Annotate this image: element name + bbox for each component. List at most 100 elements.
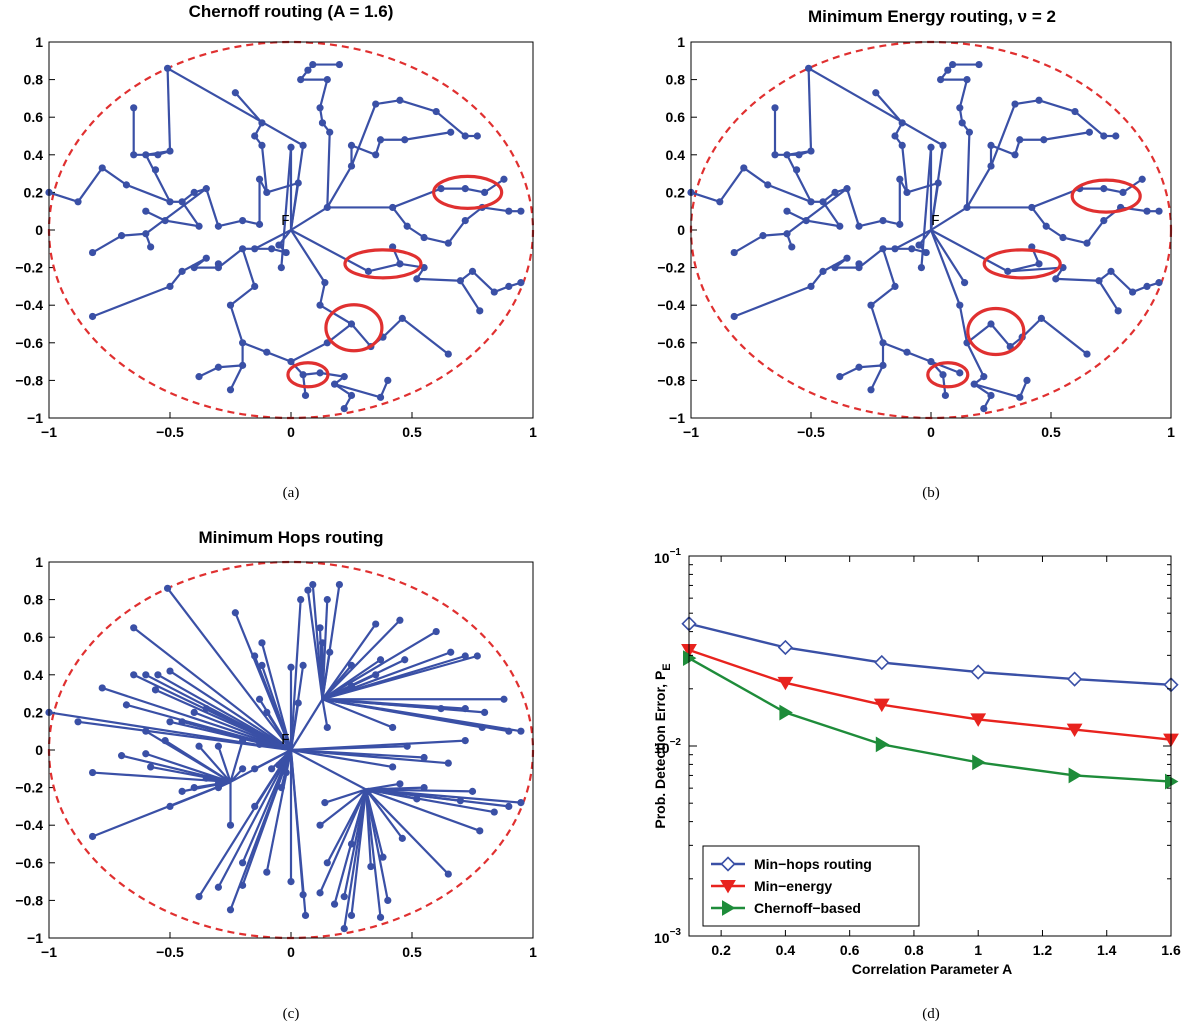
sensor-node: [297, 596, 305, 604]
x-tick-label: 1.6: [1161, 942, 1181, 958]
sensor-node: [476, 307, 484, 315]
chart-y-axis-label-subscript: E: [661, 663, 673, 670]
sensor-node: [1129, 288, 1137, 296]
panel-a-chernoff-routing: Chernoff routing (A = 1.6) −1 −0.5 0 0.5 1 1 0…: [15, 2, 537, 501]
route-edge: [290, 229, 326, 284]
sensor-node: [178, 267, 186, 275]
highlight-circle: [343, 248, 423, 280]
x-tick-label: −0.5: [156, 944, 184, 960]
sensor-node: [420, 784, 428, 792]
sensor-node: [939, 371, 947, 379]
sensor-node: [819, 267, 827, 275]
y-tick-label: 0.8: [666, 72, 686, 88]
route-edge: [375, 99, 401, 106]
y-tick-label: 0.2: [24, 184, 44, 200]
highlight-circle: [324, 303, 384, 353]
sensor-node: [1119, 188, 1127, 196]
route-edge: [254, 749, 292, 770]
sensor-node: [1016, 393, 1024, 401]
route-edge: [459, 280, 481, 312]
sensor-node: [807, 147, 815, 155]
sensor-node: [481, 188, 489, 196]
sensor-node: [364, 267, 373, 275]
sensor-node: [490, 288, 498, 296]
legend-label: Chernoff−based: [754, 900, 861, 916]
sensor-node: [461, 217, 469, 225]
sensor-node: [347, 320, 356, 328]
sensor-node: [340, 373, 348, 381]
sensor-node: [807, 282, 815, 290]
sensor-node: [1071, 107, 1079, 116]
panel-b-axes-box: [690, 41, 1172, 419]
route-edge: [808, 67, 944, 147]
route-edge: [870, 364, 884, 391]
sensor-node: [372, 620, 380, 628]
route-edge: [1040, 317, 1088, 355]
sensor-node: [500, 695, 508, 703]
route-edge: [929, 229, 961, 306]
data-point-diamond: [1066, 671, 1083, 687]
y-tick-label: 0.2: [24, 704, 44, 720]
route-edge: [762, 232, 788, 237]
y-tick-label: 10−3: [654, 927, 681, 946]
route-edge: [401, 317, 449, 355]
route-edge: [404, 131, 451, 141]
route-edge: [382, 317, 404, 338]
route-edge: [1110, 270, 1134, 293]
route-edge: [289, 749, 307, 916]
sensor-node: [867, 301, 875, 309]
sensor-node: [927, 143, 935, 151]
sensor-node: [154, 671, 162, 679]
route-edge: [126, 183, 171, 203]
sensor-node: [836, 373, 844, 381]
sensor-node: [347, 840, 356, 848]
highlight-circle: [982, 248, 1062, 280]
sensor-node: [88, 248, 97, 257]
sensor-node: [372, 100, 380, 108]
y-tick-label: 10−2: [654, 737, 681, 756]
route-edge: [290, 698, 324, 751]
route-edge: [334, 383, 381, 399]
chart-y-ticks: 10−1 10−2 10−3: [654, 547, 1171, 946]
route-edge: [101, 167, 128, 186]
route-edge: [906, 351, 932, 363]
sensor-node: [287, 663, 295, 671]
route-edge: [121, 754, 231, 784]
route-edge: [845, 188, 861, 227]
chart-x-axis-label: Correlation Parameter A: [852, 961, 1013, 977]
x-tick-label: 0: [287, 424, 295, 440]
sensor-node: [401, 656, 409, 664]
sensor-node: [389, 763, 397, 771]
sensor-node: [299, 371, 307, 379]
sensor-node: [1155, 279, 1163, 287]
sensor-node: [771, 104, 779, 112]
sensor-node: [130, 104, 138, 112]
y-tick-label: −0.2: [15, 260, 43, 276]
route-edge: [167, 67, 304, 147]
sensor-node: [190, 784, 198, 792]
route-edge: [990, 144, 1016, 156]
sensor-node: [956, 104, 964, 112]
y-tick-label: −0.2: [657, 260, 685, 276]
sensor-node: [963, 76, 971, 84]
sensor-node: [975, 60, 983, 69]
y-tick-label: −0.6: [657, 335, 685, 351]
sensor-node: [898, 141, 906, 149]
sensor-node: [949, 60, 957, 69]
chart-caption: (d): [922, 1006, 940, 1022]
sensor-node: [74, 718, 82, 726]
sensor-node: [239, 765, 247, 773]
sensor-node: [980, 405, 988, 413]
sensor-node: [867, 386, 875, 394]
data-point-triangle-down: [1066, 723, 1083, 738]
x-tick-label: −1: [41, 424, 57, 440]
sensor-node: [970, 380, 978, 388]
y-tick-label: 0.4: [666, 147, 686, 163]
sensor-node: [163, 64, 172, 72]
sensor-node: [379, 853, 387, 861]
sensor-node: [937, 76, 945, 84]
sensor-node: [178, 198, 186, 206]
sensor-node: [788, 243, 796, 251]
sensor-node: [468, 787, 477, 795]
